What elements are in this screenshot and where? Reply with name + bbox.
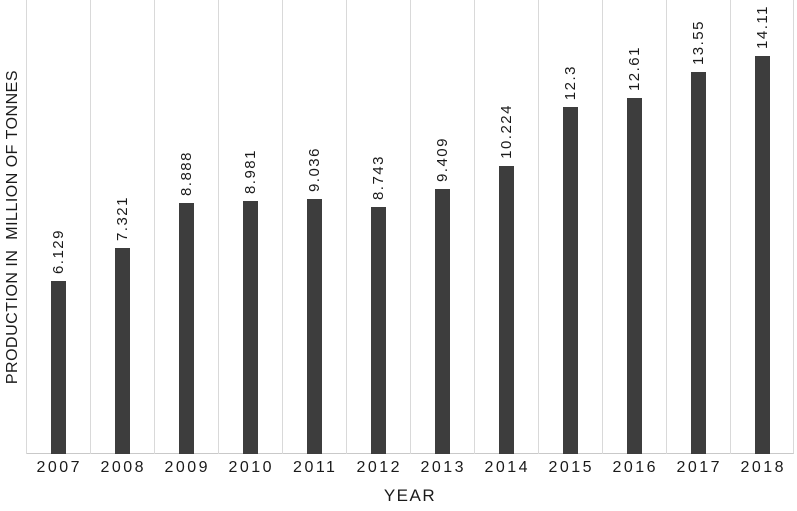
x-tick-2017: 2017 [676, 459, 723, 476]
bar-value-label-2012: 8.743 [370, 154, 387, 200]
category-column-2008: 7.321 [90, 0, 154, 454]
x-tick-2018: 2018 [740, 459, 787, 476]
bar-2015 [563, 107, 578, 454]
bar-2010 [243, 201, 258, 454]
x-tick-2011: 2011 [293, 459, 338, 476]
bar-value-label-2013: 9.409 [434, 136, 451, 182]
bar-value-label-2010: 8.981 [242, 148, 259, 194]
category-column-2017: 13.55 [666, 0, 730, 454]
category-column-2014: 10.224 [474, 0, 538, 454]
category-column-2009: 8.888 [154, 0, 218, 454]
category-column-2018: 14.11 [730, 0, 794, 454]
bar-2008 [115, 248, 130, 454]
x-axis-labels: 2007 2008 2009 2010 2011 2012 2013 2014 2015 2016… [0, 459, 797, 483]
category-column-2011: 9.036 [282, 0, 346, 454]
x-tick-2007: 2007 [36, 459, 83, 476]
x-axis-title: YEAR [383, 486, 437, 505]
bar-2009 [179, 203, 194, 454]
category-column-2012: 8.743 [346, 0, 410, 454]
x-tick-2008: 2008 [100, 459, 147, 476]
category-column-2007: 6.129 [26, 0, 90, 454]
bar-2013 [435, 189, 450, 454]
category-column-2016: 12.61 [602, 0, 666, 454]
category-column-2013: 9.409 [410, 0, 474, 454]
bar-2011 [307, 199, 322, 454]
x-tick-2013: 2013 [420, 459, 467, 476]
bar-2007 [51, 281, 66, 454]
bar-value-label-2017: 13.55 [690, 19, 707, 65]
y-axis-title: PRODUCTION IN MILLION OF TONNES [4, 69, 21, 385]
bar-value-label-2007: 6.129 [50, 228, 67, 274]
x-tick-2014: 2014 [484, 459, 531, 476]
x-tick-2015: 2015 [548, 459, 595, 476]
bar-value-label-2011: 9.036 [306, 146, 323, 192]
bar-value-label-2016: 12.61 [626, 45, 643, 91]
bar-2012 [371, 207, 386, 454]
bar-value-label-2009: 8.888 [178, 150, 195, 196]
bar-2016 [627, 98, 642, 454]
bar-value-label-2015: 12.3 [562, 64, 579, 100]
x-tick-2016: 2016 [612, 459, 659, 476]
x-tick-2010: 2010 [228, 459, 275, 476]
bar-2018 [755, 56, 770, 454]
category-column-2015: 12.3 [538, 0, 602, 454]
y-axis-title-box: PRODUCTION IN MILLION OF TONNES [0, 0, 26, 454]
x-tick-2012: 2012 [356, 459, 403, 476]
category-column-2010: 8.981 [218, 0, 282, 454]
plot-area: 6.129 7.321 8.888 8.981 9.036 8.743 9.409 10.22… [26, 0, 794, 454]
bar-value-label-2008: 7.321 [114, 195, 131, 241]
bar-value-label-2014: 10.224 [498, 104, 515, 159]
bar-value-label-2018: 14.11 [754, 5, 771, 49]
x-tick-2009: 2009 [164, 459, 211, 476]
bar-2017 [691, 72, 706, 454]
bar-2014 [499, 166, 514, 454]
